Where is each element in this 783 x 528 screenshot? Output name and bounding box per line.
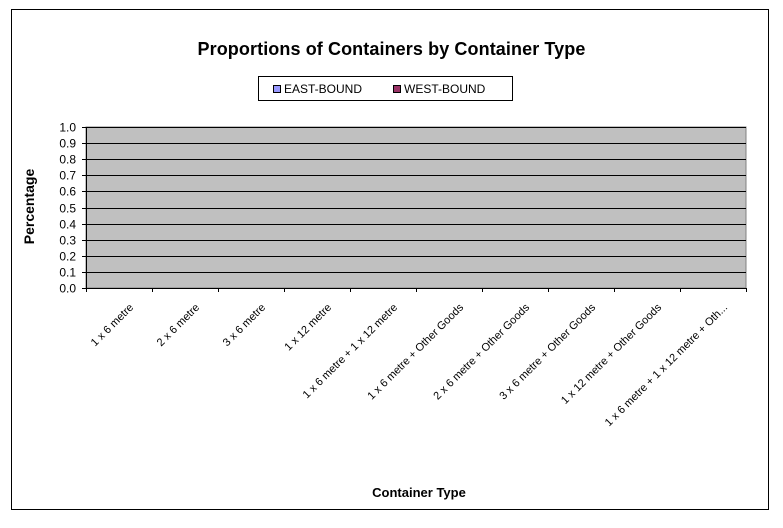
- legend-swatch-east-bound: [273, 84, 281, 93]
- y-tick-label: 0.1: [59, 266, 76, 280]
- legend-label-west-bound: WEST-BOUND: [404, 81, 486, 96]
- legend-label-east-bound: EAST-BOUND: [284, 81, 363, 96]
- y-axis-title: Percentage: [21, 169, 37, 245]
- x-tick-label: 1 x 6 metre + 1 x 12 metre + Oth...: [603, 302, 730, 429]
- legend-swatch-west-bound: [393, 84, 402, 93]
- y-tick-label: 0.3: [59, 234, 76, 248]
- y-tick-label: 0.9: [59, 137, 76, 151]
- legend-item-west-bound: WEST-BOUND: [393, 82, 485, 96]
- legend: EAST-BOUND WEST-BOUND: [258, 76, 513, 101]
- legend-item-east-bound: EAST-BOUND: [273, 82, 362, 96]
- x-tick-label: 3 x 6 metre: [221, 302, 268, 349]
- x-tick-label: 1 x 6 metre: [89, 302, 136, 349]
- y-tick-label: 0.0: [59, 282, 76, 296]
- y-tick-label: 0.8: [59, 153, 76, 167]
- x-tick-label: 1 x 12 metre: [282, 302, 334, 354]
- y-tick-label: 1.0: [59, 121, 76, 135]
- chart-title: Proportions of Containers by Container T…: [197, 39, 586, 59]
- y-tick-label: 0.6: [59, 185, 76, 199]
- x-tick-label: 2 x 6 metre: [155, 302, 202, 349]
- plot-area: [85, 126, 747, 289]
- y-tick-label: 0.7: [59, 169, 76, 183]
- y-tick-label: 0.5: [59, 202, 76, 216]
- x-axis-title: Container Type: [372, 485, 466, 500]
- y-tick-label: 0.4: [59, 218, 76, 232]
- y-tick-label: 0.2: [59, 250, 76, 264]
